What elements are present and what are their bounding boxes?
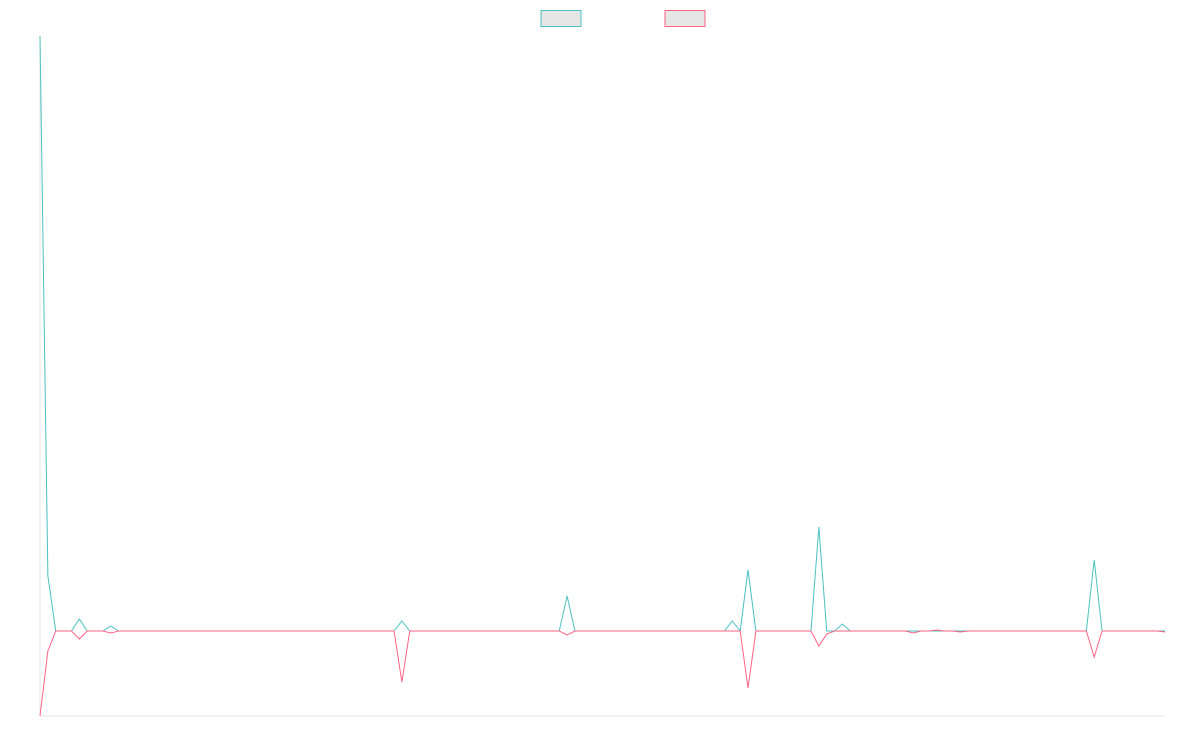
line-series [39, 629, 1166, 717]
legend-swatch[interactable] [540, 10, 582, 27]
legend-swatch[interactable] [664, 10, 706, 27]
line-series [39, 35, 1165, 633]
